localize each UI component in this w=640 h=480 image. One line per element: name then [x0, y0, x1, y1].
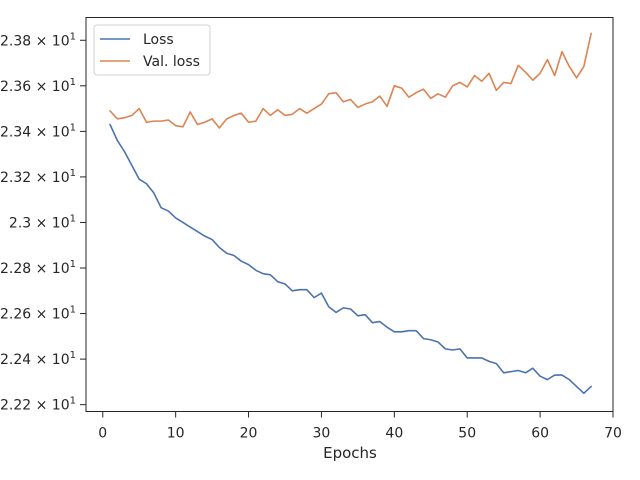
x-tick-label: 20	[240, 426, 258, 442]
series-line-loss	[109, 123, 592, 395]
y-tick-label: 2.32 × 101	[0, 168, 76, 186]
y-tick-label: 2.3 × 101	[9, 213, 76, 231]
x-tick-label: 30	[313, 426, 331, 442]
y-tick-label: 2.22 × 101	[0, 396, 76, 414]
x-axis-ticks: 0 10 20 30 40 50 60 70	[98, 411, 622, 442]
plot-area	[85, 17, 614, 412]
y-tick-label: 2.24 × 101	[0, 350, 76, 368]
x-tick-label: 70	[604, 426, 622, 442]
y-tick-label: 2.36 × 101	[0, 77, 76, 95]
x-tick-label: 50	[458, 426, 476, 442]
legend: Loss Val. loss	[93, 24, 211, 76]
legend-label-val-loss: Val. loss	[143, 54, 200, 70]
y-tick-label: 2.38 × 101	[0, 31, 76, 49]
y-tick-label: 2.28 × 101	[0, 259, 76, 277]
x-axis-label: Epochs	[323, 444, 377, 462]
x-tick-label: 60	[531, 426, 549, 442]
legend-box	[93, 24, 211, 76]
x-tick-label: 40	[385, 426, 403, 442]
y-tick-label: 2.26 × 101	[0, 305, 76, 323]
series-lines	[109, 32, 592, 395]
series-line-val-loss	[109, 32, 592, 129]
legend-label-loss: Loss	[143, 32, 174, 48]
y-axis-ticks: 2.22 × 101 2.24 × 101 2.26 × 101 2.28 × 101…	[0, 31, 86, 414]
x-tick-label: 0	[98, 426, 107, 442]
y-tick-label: 2.34 × 101	[0, 122, 76, 140]
x-tick-label: 10	[167, 426, 185, 442]
